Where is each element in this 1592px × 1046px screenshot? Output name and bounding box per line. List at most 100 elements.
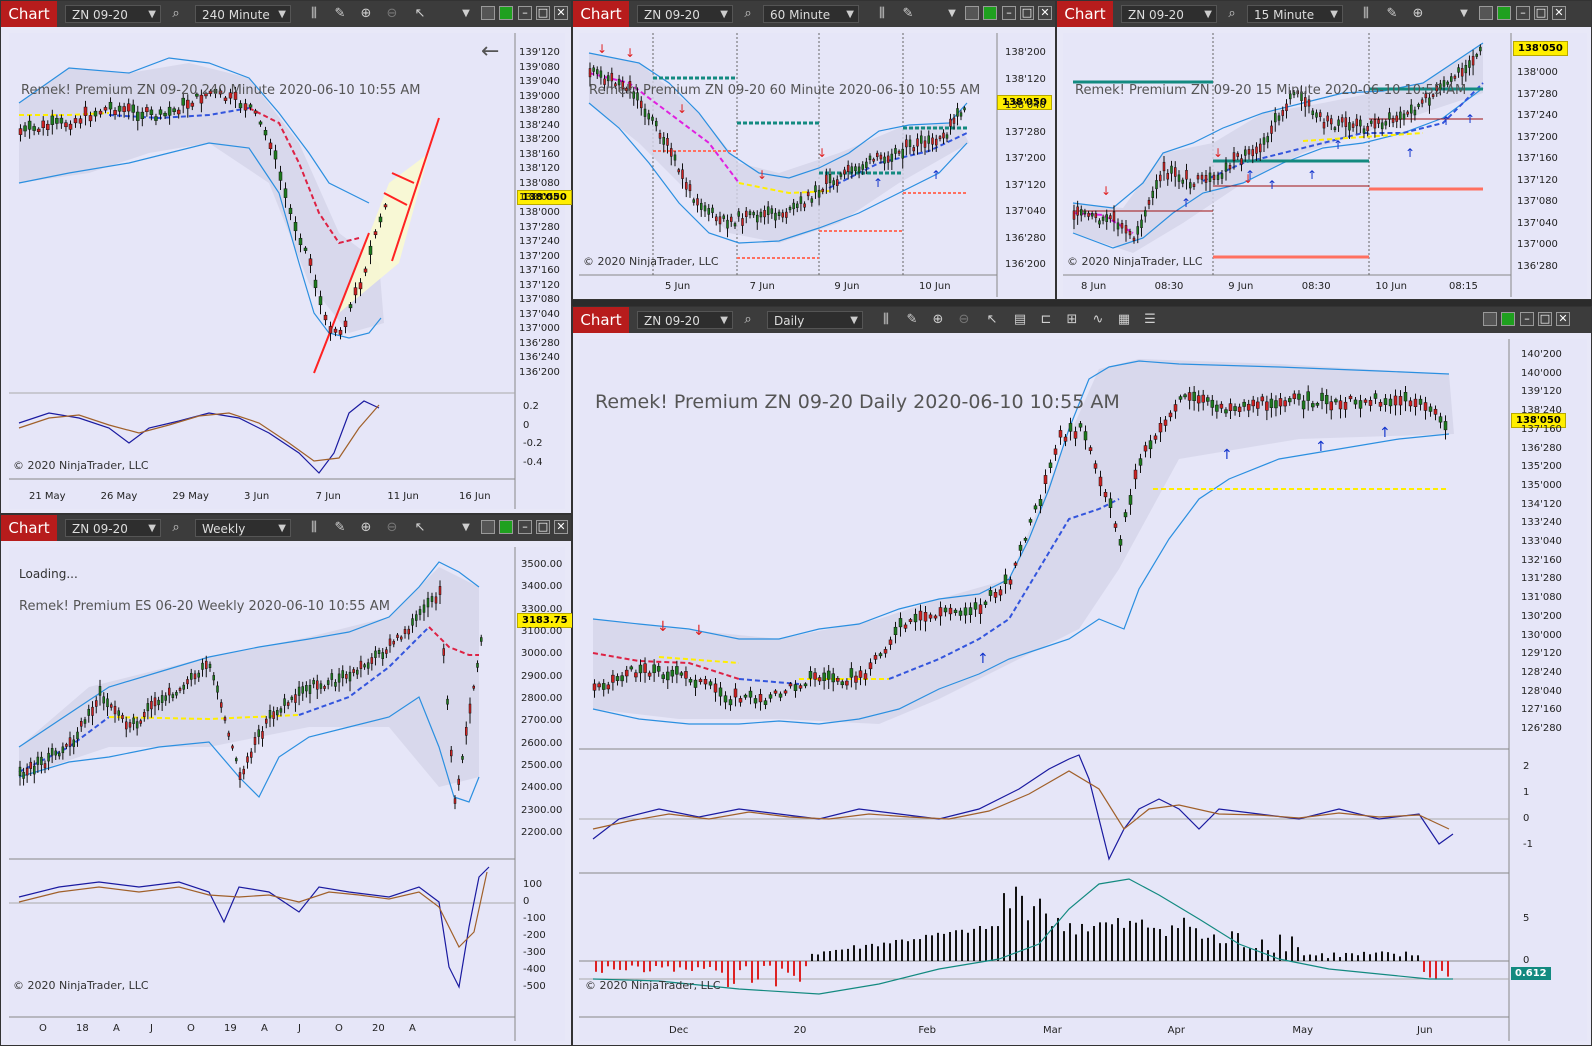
maximize-button[interactable]: □	[1020, 6, 1034, 20]
back-arrow-icon[interactable]: ←	[481, 39, 500, 64]
instrument-value: ZN 09-20	[644, 314, 700, 328]
candle-body	[1210, 399, 1215, 408]
window-link-button[interactable]	[1497, 6, 1511, 20]
candle-body	[1233, 406, 1237, 412]
bar-type-icon[interactable]: ⫼	[311, 6, 317, 21]
candle-body	[1413, 109, 1417, 116]
candle-body	[647, 113, 650, 120]
window-color-button[interactable]	[1483, 312, 1497, 326]
window-link-button[interactable]	[1501, 312, 1515, 326]
zoom-in-icon[interactable]: ⊕	[1412, 6, 1424, 21]
calculator-icon[interactable]: ▦	[1117, 312, 1131, 327]
chart-plot-area[interactable]: Loading... Remek! Premium ES 06-20 Weekl…	[9, 547, 573, 1041]
interval-select[interactable]: Weekly ▼	[195, 519, 291, 537]
minimize-button[interactable]: –	[1516, 6, 1530, 20]
close-button[interactable]: ✕	[554, 520, 568, 534]
bar-type-icon[interactable]: ⫼	[879, 6, 885, 21]
chart-menu-button[interactable]: Chart	[1057, 1, 1113, 27]
search-icon[interactable]: ⌕	[744, 312, 752, 327]
close-button[interactable]: ✕	[1038, 6, 1052, 20]
close-button[interactable]: ✕	[1552, 6, 1566, 20]
window-color-button[interactable]	[481, 520, 495, 534]
window-link-button[interactable]	[499, 6, 513, 20]
candle-body	[1112, 211, 1116, 222]
bar-type-icon[interactable]: ⫼	[1363, 6, 1369, 21]
strategies-icon[interactable]: ⊞	[1066, 312, 1078, 327]
zoom-out-icon[interactable]: ⊖	[958, 312, 970, 327]
candle-body	[1256, 401, 1260, 409]
minimize-button[interactable]: –	[1520, 312, 1534, 326]
interval-select[interactable]: 60 Minute ▼	[763, 5, 859, 23]
drawing-tool-icon[interactable]: ✎	[334, 6, 346, 21]
zoom-out-icon[interactable]: ⊖	[386, 6, 398, 21]
minimize-button[interactable]: –	[518, 6, 532, 20]
interval-select[interactable]: 240 Minute ▼	[195, 5, 291, 23]
window-color-button[interactable]	[481, 6, 495, 20]
zoom-out-icon[interactable]: ⊖	[386, 520, 398, 535]
bar-type-icon[interactable]: ⫼	[883, 312, 889, 327]
chart-menu-button[interactable]: Chart	[573, 307, 629, 333]
indicators-icon[interactable]: ∿	[1092, 312, 1104, 327]
chevron-down-icon[interactable]: ▼	[948, 8, 956, 19]
close-button[interactable]: ✕	[1556, 312, 1570, 326]
chart-menu-button[interactable]: Chart	[1, 515, 57, 541]
properties-icon[interactable]: ▤	[1013, 312, 1027, 327]
search-icon[interactable]: ⌕	[1228, 6, 1236, 21]
instrument-select[interactable]: ZN 09-20 ▼	[65, 5, 161, 23]
drawing-tool-icon[interactable]: ✎	[906, 312, 918, 327]
candle-body	[1431, 94, 1435, 97]
chart-plot-area[interactable]: ↓ ↓ ↓ ↓ ↓ ↑ ↑ Remek! Premium ZN 09-20 60…	[579, 33, 1052, 297]
window-color-button[interactable]	[1479, 6, 1493, 20]
zoom-in-icon[interactable]: ⊕	[932, 312, 944, 327]
instrument-select[interactable]: ZN 09-20 ▼	[637, 311, 733, 329]
volume-bar	[745, 961, 747, 967]
candle-body	[1242, 401, 1246, 407]
pointer-icon[interactable]: ↖	[986, 312, 998, 327]
maximize-button[interactable]: □	[1534, 6, 1548, 20]
candle-body	[793, 684, 798, 691]
instrument-select[interactable]: ZN 09-20 ▼	[637, 5, 733, 23]
maximize-button[interactable]: □	[1538, 312, 1552, 326]
window-link-button[interactable]	[499, 520, 513, 534]
pointer-icon[interactable]: ↖	[414, 6, 426, 21]
minimize-button[interactable]: –	[518, 520, 532, 534]
chart-plot-area[interactable]: ↓ ↓ ↑ ↑ ↑ ↑ Remek! Premium ZN 09-20 Dail…	[579, 339, 1587, 1041]
maximize-button[interactable]: □	[536, 6, 550, 20]
list-icon[interactable]: ☰	[1144, 312, 1156, 327]
candle-body	[272, 711, 275, 719]
interval-select[interactable]: Daily ▼	[767, 311, 863, 329]
zoom-in-icon[interactable]: ⊕	[360, 520, 372, 535]
window-link-button[interactable]	[983, 6, 997, 20]
search-icon[interactable]: ⌕	[172, 520, 180, 535]
minimize-button[interactable]: –	[1002, 6, 1016, 20]
volume-bar	[1219, 943, 1221, 961]
drawing-tool-icon[interactable]: ✎	[902, 6, 914, 21]
candle-body	[1174, 167, 1177, 177]
templates-icon[interactable]: ⊏	[1040, 312, 1052, 327]
chevron-down-icon[interactable]: ▼	[462, 8, 470, 19]
search-icon[interactable]: ⌕	[744, 6, 752, 21]
search-icon[interactable]: ⌕	[172, 6, 180, 21]
drawing-tool-icon[interactable]: ✎	[1386, 6, 1398, 21]
window-color-button[interactable]	[965, 6, 979, 20]
chart-plot-area[interactable]: Remek! Premium ZN 09-20 240 Minute 2020-…	[9, 33, 572, 509]
chevron-down-icon[interactable]: ▼	[462, 522, 470, 533]
maximize-button[interactable]: □	[536, 520, 550, 534]
interval-select[interactable]: 15 Minute ▼	[1247, 5, 1343, 23]
candle-body	[1255, 146, 1258, 154]
instrument-select[interactable]: ZN 09-20 ▼	[1121, 5, 1217, 23]
candle-body	[205, 660, 208, 669]
candle-body	[1320, 392, 1324, 401]
chart-menu-button[interactable]: Chart	[1, 1, 57, 27]
bar-type-icon[interactable]: ⫼	[311, 520, 317, 535]
candle-body	[1391, 118, 1395, 123]
zoom-in-icon[interactable]: ⊕	[360, 6, 372, 21]
chevron-down-icon[interactable]: ▼	[1460, 8, 1468, 19]
close-button[interactable]: ✕	[554, 6, 568, 20]
drawing-tool-icon[interactable]: ✎	[334, 520, 346, 535]
pointer-icon[interactable]: ↖	[414, 520, 426, 535]
candle-body	[688, 678, 693, 683]
instrument-select[interactable]: ZN 09-20 ▼	[65, 519, 161, 537]
chart-plot-area[interactable]: ↓ ↓ ↓ ↑ ↑ ↑ ↑ ↑ ↑ ↑ ↑ Remek! Premium ZN …	[1063, 33, 1587, 297]
chart-menu-button[interactable]: Chart	[573, 1, 629, 27]
